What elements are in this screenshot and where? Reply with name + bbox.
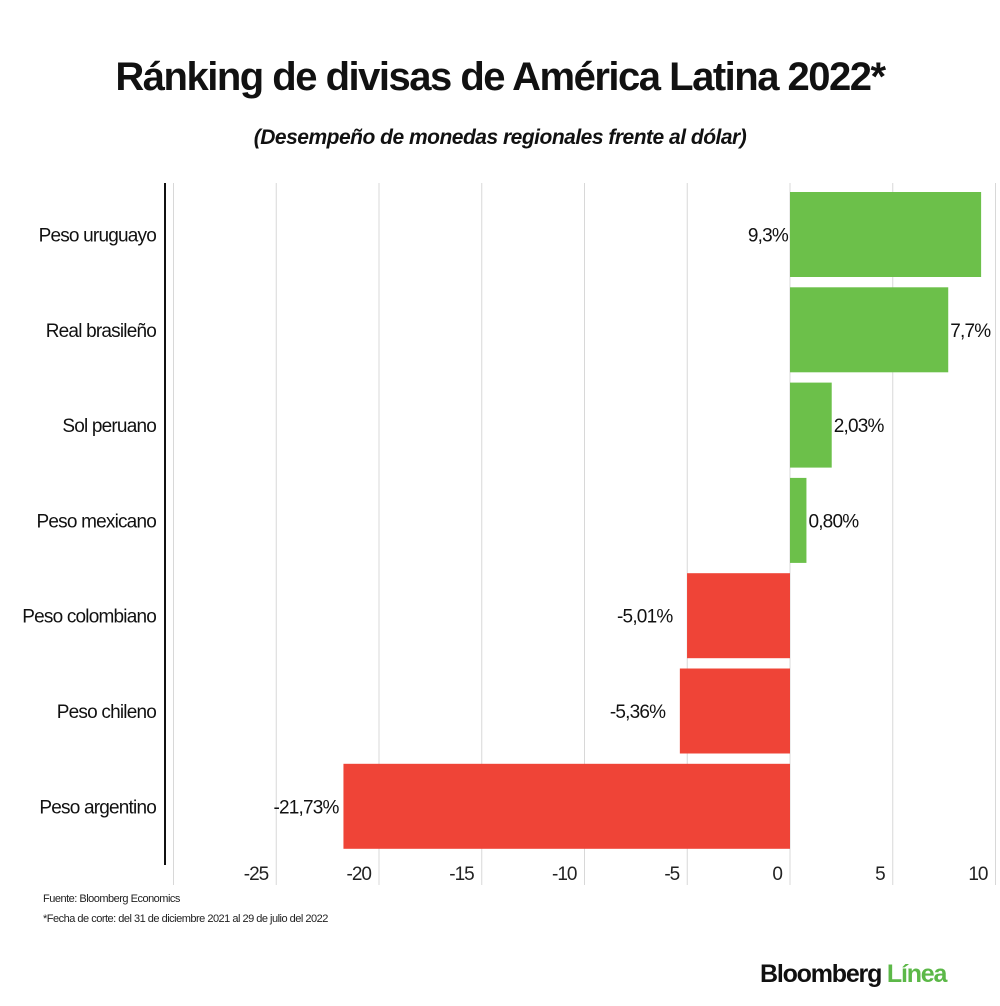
category-label: Real brasileño — [46, 321, 156, 342]
source-note: Fuente: Bloomberg Economics — [43, 893, 180, 905]
x-tick-label: -15 — [449, 864, 474, 885]
x-tick-label: 5 — [875, 864, 885, 885]
x-tick-label: 0 — [772, 864, 782, 885]
category-label: Peso uruguayo — [39, 226, 157, 247]
data-label: 7,7% — [950, 321, 991, 342]
bar — [790, 382, 832, 468]
x-tick-label: -5 — [664, 864, 679, 885]
chart-subtitle: (Desempeño de monedas regionales frente … — [253, 126, 747, 149]
bar — [790, 287, 949, 373]
bar — [679, 668, 790, 754]
logo-part1: Bloomberg — [760, 960, 882, 988]
x-tick-label: -25 — [244, 864, 269, 885]
category-label: Peso chileno — [57, 702, 156, 723]
logo-part2: Línea — [886, 960, 948, 988]
bar — [790, 477, 807, 563]
bar — [790, 192, 982, 277]
data-label: 0,80% — [808, 511, 859, 532]
data-label: 2,03% — [834, 416, 885, 437]
bloomberg-linea-logo: Bloomberg Línea — [760, 960, 948, 989]
bar — [687, 573, 790, 659]
data-label: -5,36% — [610, 702, 666, 723]
category-label: Peso colombiano — [22, 607, 156, 628]
x-tick-label: 10 — [968, 864, 988, 885]
data-label: -21,73% — [273, 797, 339, 818]
category-label: Peso argentino — [39, 797, 156, 818]
x-tick-label: -20 — [347, 864, 372, 885]
category-label: Peso mexicano — [36, 511, 156, 532]
data-label: 9,3% — [748, 226, 789, 247]
bar — [343, 763, 790, 849]
x-tick-label: -10 — [552, 864, 577, 885]
data-label: -5,01% — [617, 607, 673, 628]
chart-title: Ránking de divisas de América Latina 202… — [115, 55, 886, 99]
category-label: Sol peruano — [62, 416, 156, 437]
date-note: *Fecha de corte: del 31 de diciembre 202… — [43, 913, 328, 925]
